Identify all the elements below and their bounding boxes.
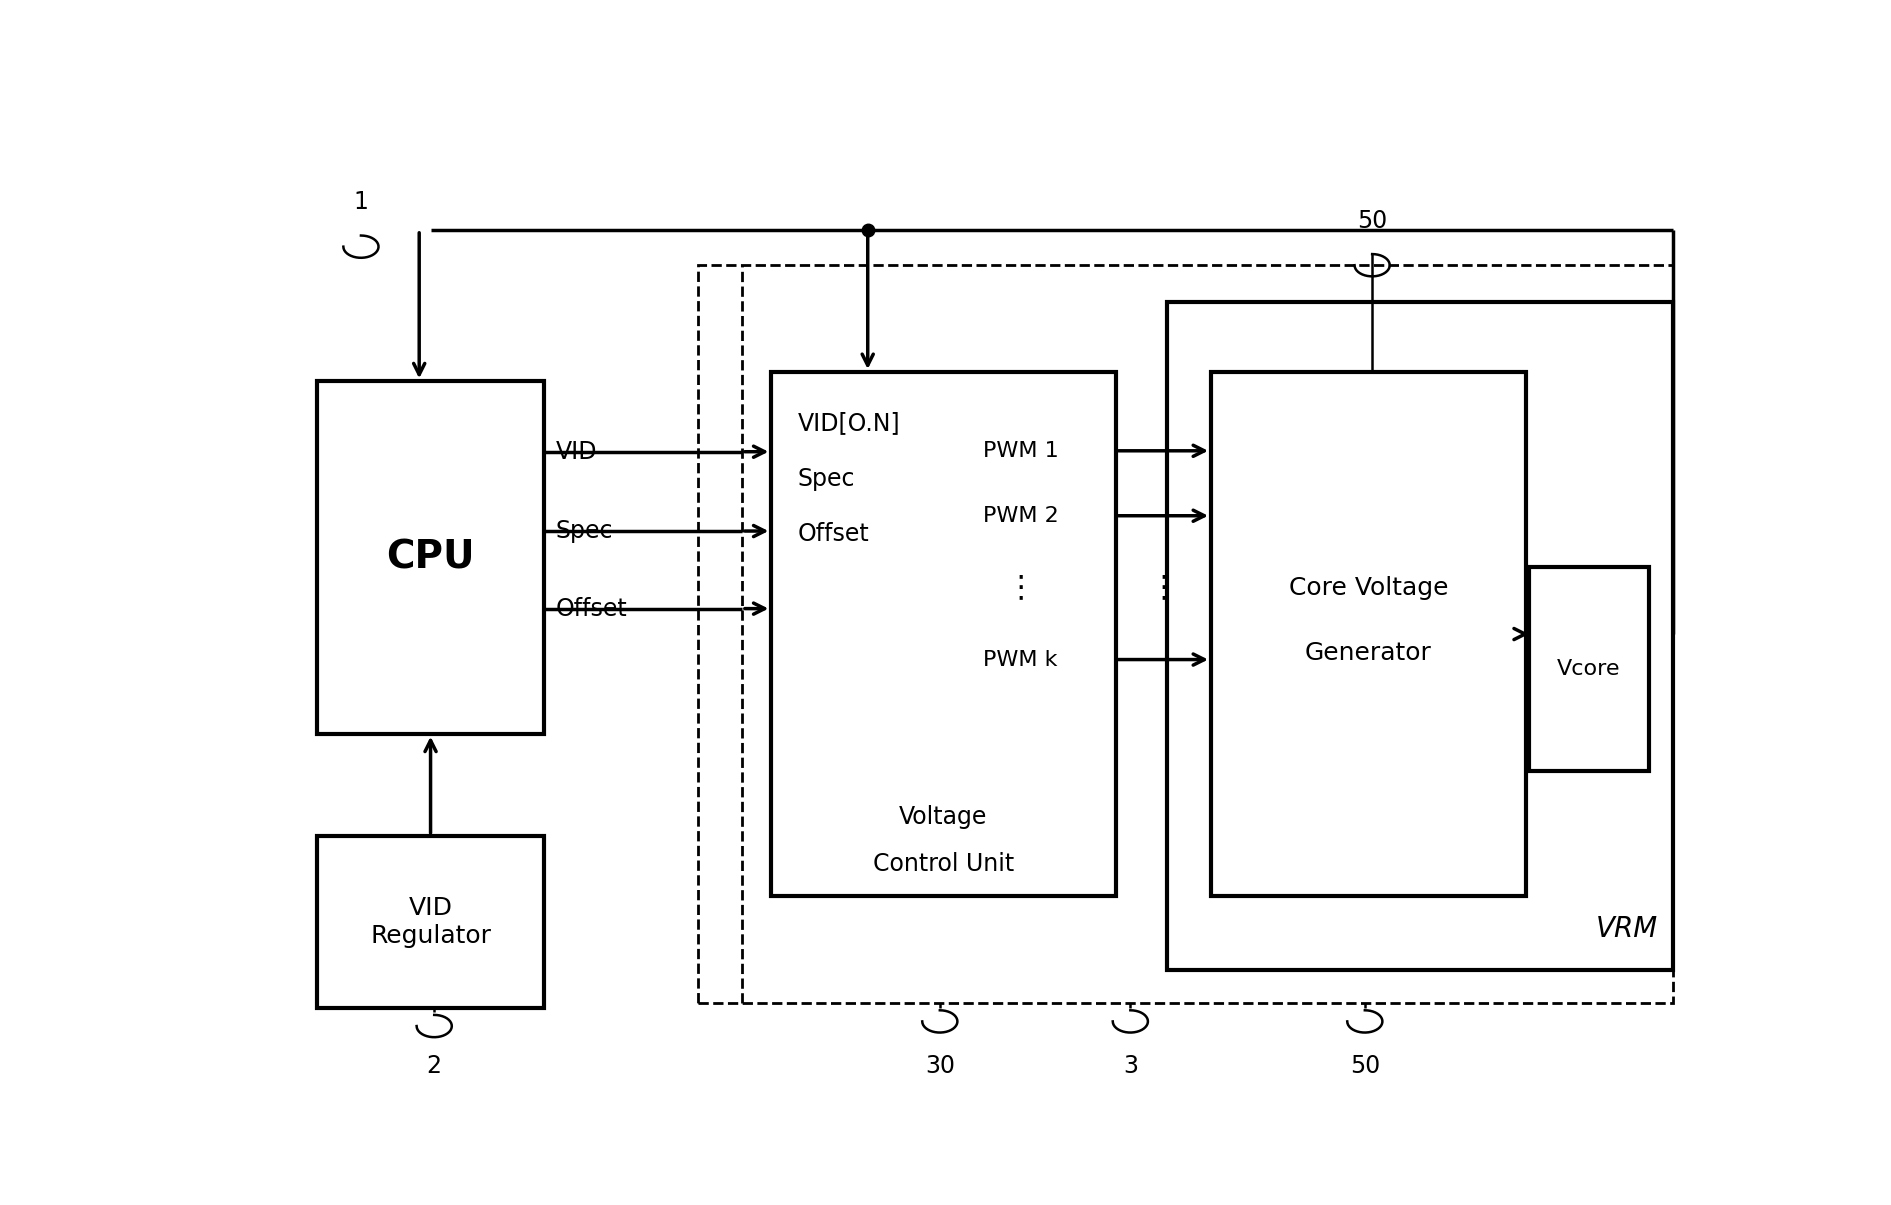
- Text: PWM 1: PWM 1: [983, 441, 1059, 460]
- Text: 2: 2: [427, 1054, 442, 1078]
- Text: Voltage: Voltage: [900, 805, 987, 829]
- Bar: [1530, 566, 1649, 771]
- Text: CPU: CPU: [386, 539, 475, 576]
- Text: VID
Regulator: VID Regulator: [371, 895, 492, 947]
- Text: 30: 30: [925, 1054, 955, 1078]
- Text: Spec: Spec: [556, 519, 613, 543]
- Text: Control Unit: Control Unit: [874, 852, 1014, 876]
- Text: 1: 1: [354, 190, 369, 214]
- Bar: [772, 372, 1116, 897]
- Text: PWM 2: PWM 2: [983, 506, 1059, 525]
- Text: PWM k: PWM k: [983, 649, 1057, 670]
- Text: VID[O.N]: VID[O.N]: [798, 411, 900, 435]
- Text: VRM: VRM: [1596, 915, 1658, 942]
- Bar: [698, 265, 1674, 1003]
- Text: Offset: Offset: [798, 522, 870, 546]
- Bar: [1210, 372, 1526, 897]
- Text: 50: 50: [1358, 208, 1388, 233]
- Bar: [318, 381, 545, 734]
- Text: ⋮: ⋮: [1006, 574, 1036, 602]
- Bar: [318, 836, 545, 1007]
- Text: ⋮: ⋮: [1148, 574, 1178, 602]
- Text: 3: 3: [1123, 1054, 1138, 1078]
- Text: Generator: Generator: [1305, 641, 1431, 665]
- Text: Vcore: Vcore: [1558, 659, 1621, 678]
- Text: Offset: Offset: [556, 596, 628, 621]
- Text: VID: VID: [556, 440, 598, 464]
- Text: Core Voltage: Core Voltage: [1290, 576, 1449, 600]
- Text: Spec: Spec: [798, 466, 855, 490]
- Bar: [1167, 302, 1674, 970]
- Text: 50: 50: [1350, 1054, 1380, 1078]
